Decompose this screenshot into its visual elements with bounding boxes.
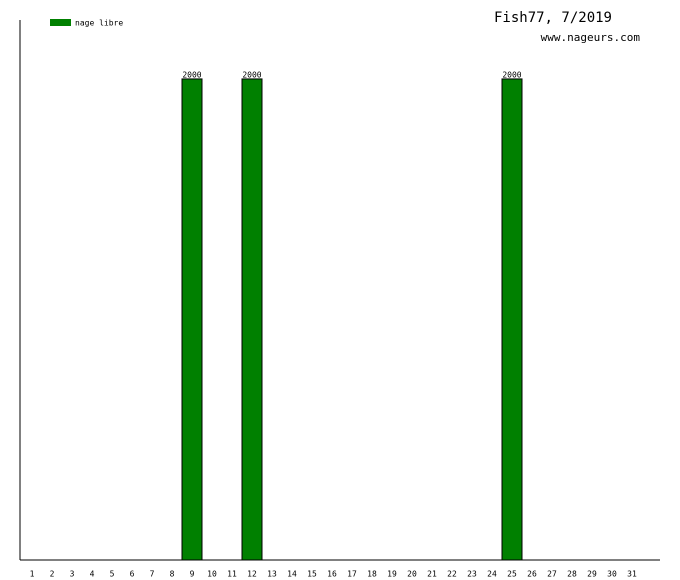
x-tick-label: 14 [287, 570, 297, 579]
x-tick-label: 19 [387, 570, 397, 579]
x-tick-label: 21 [427, 570, 437, 579]
value-label: 2000 [502, 70, 521, 79]
x-tick-label: 23 [467, 570, 477, 579]
x-tick-label: 2 [50, 570, 55, 579]
x-tick-label: 30 [607, 570, 617, 579]
x-tick-label: 1 [30, 570, 35, 579]
x-tick-label: 22 [447, 570, 457, 579]
x-tick-label: 7 [150, 570, 155, 579]
x-tick-label: 18 [367, 570, 377, 579]
x-tick-label: 24 [487, 570, 497, 579]
x-tick-label: 3 [70, 570, 75, 579]
bar [181, 78, 203, 561]
x-tick-label: 5 [110, 570, 115, 579]
x-tick-label: 6 [130, 570, 135, 579]
x-tick-label: 13 [267, 570, 277, 579]
x-tick-label: 4 [90, 570, 95, 579]
x-tick-label: 15 [307, 570, 317, 579]
x-tick-label: 28 [567, 570, 577, 579]
x-tick-label: 26 [527, 570, 537, 579]
bar [241, 78, 263, 561]
x-tick-label: 20 [407, 570, 417, 579]
bar [501, 78, 523, 561]
x-tick-label: 11 [227, 570, 237, 579]
x-tick-label: 8 [170, 570, 175, 579]
x-tick-label: 12 [247, 570, 257, 579]
x-tick-label: 31 [627, 570, 637, 579]
value-label: 2000 [242, 70, 261, 79]
chart-title: Fish77, 7/2019 [494, 10, 612, 26]
x-tick-label: 17 [347, 570, 357, 579]
chart-subtitle: www.nageurs.com [541, 31, 641, 44]
legend-swatch [50, 19, 71, 26]
x-tick-label: 29 [587, 570, 597, 579]
x-tick-label: 9 [190, 570, 195, 579]
x-tick-label: 25 [507, 570, 517, 579]
value-label: 2000 [182, 70, 201, 79]
x-tick-label: 27 [547, 570, 557, 579]
legend-label: nage libre [75, 19, 123, 28]
x-tick-label: 10 [207, 570, 217, 579]
x-tick-label: 16 [327, 570, 337, 579]
